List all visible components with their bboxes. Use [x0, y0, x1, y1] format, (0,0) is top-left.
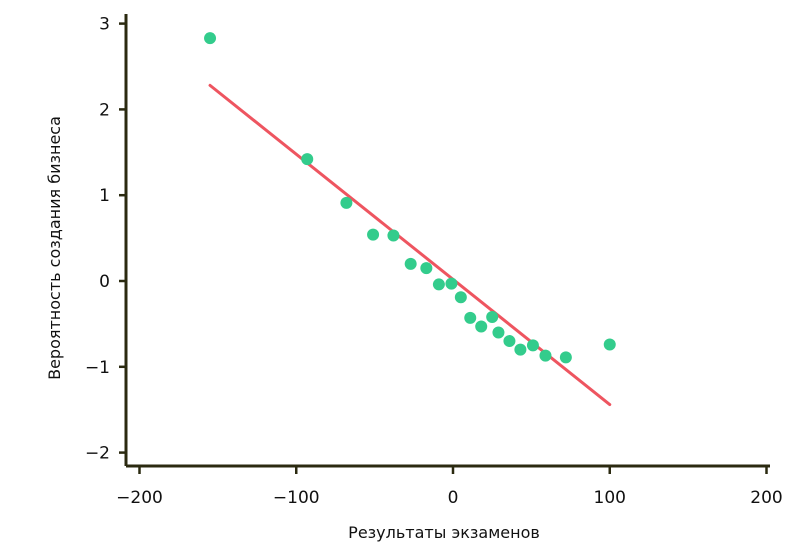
y-tick-label: −1	[85, 358, 110, 378]
data-point	[204, 32, 217, 45]
data-points	[204, 32, 616, 364]
x-tick-label: −200	[116, 488, 163, 508]
x-tick-label: 0	[448, 488, 459, 508]
data-point	[454, 291, 467, 304]
data-point	[367, 228, 380, 241]
y-tick-label: 2	[99, 100, 110, 120]
data-point	[340, 196, 353, 209]
data-point	[486, 311, 499, 324]
data-point	[301, 153, 314, 166]
data-point	[475, 320, 488, 333]
x-tick-label: 200	[750, 488, 782, 508]
x-tick-label: 100	[594, 488, 626, 508]
y-tick-label: 3	[99, 15, 110, 35]
data-point	[559, 351, 572, 364]
data-point	[464, 311, 477, 324]
data-point	[539, 349, 552, 362]
data-point	[503, 335, 516, 348]
data-point	[387, 229, 400, 242]
y-axis-label: Вероятность создания бизнеса	[45, 116, 64, 380]
tick-labels: −2 −1 0 1 2 3 −200 −100 0 100 200	[85, 15, 783, 508]
data-point	[432, 278, 445, 291]
data-point	[420, 262, 433, 275]
data-point	[514, 343, 527, 356]
axes	[119, 14, 770, 474]
data-point	[526, 339, 539, 352]
data-point	[492, 326, 505, 339]
x-axis-label: Результаты экзаменов	[348, 523, 540, 542]
y-tick-label: −2	[85, 444, 110, 464]
x-tick-label: −100	[273, 488, 320, 508]
y-tick-label: 0	[99, 272, 110, 292]
data-point	[404, 257, 417, 270]
data-point	[445, 277, 458, 290]
y-tick-label: 1	[99, 186, 110, 206]
data-point	[603, 338, 616, 351]
